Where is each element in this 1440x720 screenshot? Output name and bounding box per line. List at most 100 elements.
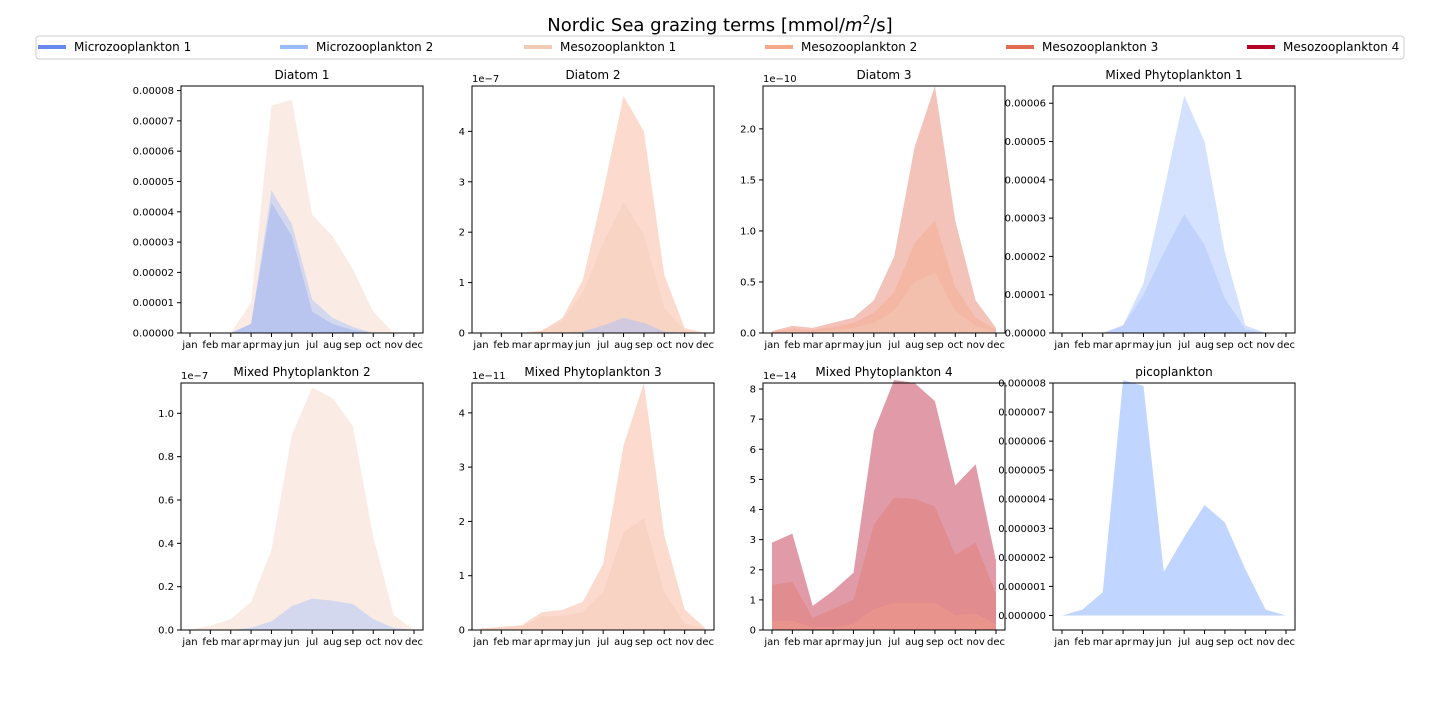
x-tick-label: jun [574, 340, 590, 351]
area-series [190, 598, 414, 630]
y-tick-label: 0.000007 [998, 408, 1046, 419]
x-tick-label: jan [472, 637, 488, 648]
axis-offset-label: 1e−7 [472, 74, 499, 85]
area-series [190, 202, 414, 333]
axes-frame [762, 85, 1006, 334]
y-tick-label: 4 [750, 505, 756, 516]
area-series [481, 518, 705, 630]
axes-frame [180, 382, 424, 631]
x-tick-label: oct [365, 340, 381, 351]
y-tick-label: 3 [750, 535, 756, 546]
area-series [772, 379, 996, 630]
legend-label: Mesozooplankton 1 [560, 40, 676, 54]
x-tick-label: jun [283, 340, 299, 351]
area-series [1062, 380, 1286, 616]
y-tick-label: 0.5 [740, 277, 756, 288]
x-tick-label: may [261, 637, 283, 648]
x-tick-label: nov [384, 340, 402, 351]
y-tick-label: 0.00006 [1005, 99, 1046, 110]
x-tick-label: aug [323, 637, 342, 648]
area-series [772, 497, 996, 630]
x-tick-label: mar [803, 637, 824, 648]
area-series [1062, 95, 1286, 333]
x-tick-label: mar [512, 637, 533, 648]
x-tick-label: mar [803, 340, 824, 351]
x-tick-label: mar [1093, 340, 1114, 351]
y-tick-label: 0.00000 [133, 329, 174, 340]
y-tick-label: 1.0 [740, 226, 756, 237]
y-tick-label: 4 [459, 408, 465, 419]
x-tick-label: apr [243, 340, 260, 351]
y-tick-label: 0.000001 [998, 582, 1046, 593]
area-series [772, 220, 996, 333]
x-tick-label: feb [1074, 637, 1090, 648]
x-tick-label: aug [1195, 340, 1214, 351]
x-tick-label: apr [825, 637, 842, 648]
x-tick-label: jun [574, 637, 590, 648]
subplot: Diatom 2 1e−7 0 1 2 3 4 jan feb mar apr may jun jul au… [459, 68, 715, 351]
x-tick-label: aug [323, 340, 342, 351]
area-series [481, 317, 705, 333]
x-tick-label: sep [635, 340, 653, 351]
area-series [190, 99, 414, 333]
y-tick-label: 8 [750, 385, 756, 396]
x-tick-label: may [843, 637, 865, 648]
axis-offset-label: 1e−7 [181, 371, 208, 382]
figure-title: Nordic Sea grazing terms [mmol/m2/s] [547, 13, 892, 36]
y-tick-label: 0.2 [158, 582, 174, 593]
y-tick-label: 0.00004 [1005, 175, 1046, 186]
x-tick-label: apr [534, 637, 551, 648]
y-tick-label: 0.0 [740, 329, 756, 340]
x-tick-label: jan [763, 637, 779, 648]
x-tick-label: sep [926, 340, 944, 351]
area-series [190, 387, 414, 630]
axis-offset-label: 1e−11 [472, 371, 506, 382]
x-tick-label: sep [926, 637, 944, 648]
y-tick-label: 0.00003 [133, 238, 174, 249]
x-tick-label: dec [405, 340, 423, 351]
x-tick-label: nov [675, 340, 693, 351]
axis-offset-label: 1e−10 [763, 74, 797, 85]
subplot: Diatom 3 1e−10 0.0 0.5 1.0 1.5 2.0 jan feb mar apr… [740, 68, 1006, 351]
y-tick-label: 7 [750, 415, 756, 426]
x-tick-label: dec [405, 637, 423, 648]
x-tick-label: mar [512, 340, 533, 351]
x-tick-label: sep [635, 637, 653, 648]
legend-label: Mesozooplankton 4 [1283, 40, 1399, 54]
x-tick-label: may [261, 340, 283, 351]
x-tick-label: apr [534, 340, 551, 351]
x-tick-label: oct [1237, 340, 1253, 351]
x-tick-label: mar [221, 637, 242, 648]
y-tick-label: 1.0 [158, 409, 174, 420]
subplot-title: Mixed Phytoplankton 2 [233, 365, 370, 379]
y-tick-label: 1 [459, 571, 465, 582]
x-tick-label: jan [472, 340, 488, 351]
subplot-title: picoplankton [1135, 365, 1212, 379]
y-tick-label: 2.0 [740, 124, 756, 135]
x-tick-label: jul [1177, 637, 1190, 648]
subplot-title: Diatom 2 [565, 68, 620, 82]
x-tick-label: may [1133, 340, 1155, 351]
x-tick-label: aug [1195, 637, 1214, 648]
x-tick-label: jan [181, 340, 197, 351]
x-tick-label: dec [987, 340, 1005, 351]
x-tick-label: aug [905, 340, 924, 351]
x-tick-label: nov [1256, 340, 1274, 351]
x-tick-label: dec [1277, 637, 1295, 648]
axes-frame [1052, 85, 1296, 334]
x-tick-label: feb [1074, 340, 1090, 351]
x-tick-label: dec [987, 637, 1005, 648]
x-tick-label: feb [202, 637, 218, 648]
x-tick-label: oct [947, 637, 963, 648]
x-tick-label: jan [181, 637, 197, 648]
x-tick-label: aug [614, 340, 633, 351]
area-series [481, 201, 705, 333]
x-tick-label: jun [865, 340, 881, 351]
legend: Microzooplankton 1 Microzooplankton 2 Meso… [35, 35, 1405, 60]
y-tick-label: 0.000008 [998, 379, 1046, 390]
subplot: Mixed Phytoplankton 4 1e−14 0 1 2 3 4 5 6 7 8 jan fe… [750, 365, 1006, 648]
x-tick-label: oct [947, 340, 963, 351]
y-tick-label: 0.000006 [998, 437, 1046, 448]
y-tick-label: 0.00007 [133, 116, 174, 127]
y-tick-label: 0 [750, 626, 756, 637]
